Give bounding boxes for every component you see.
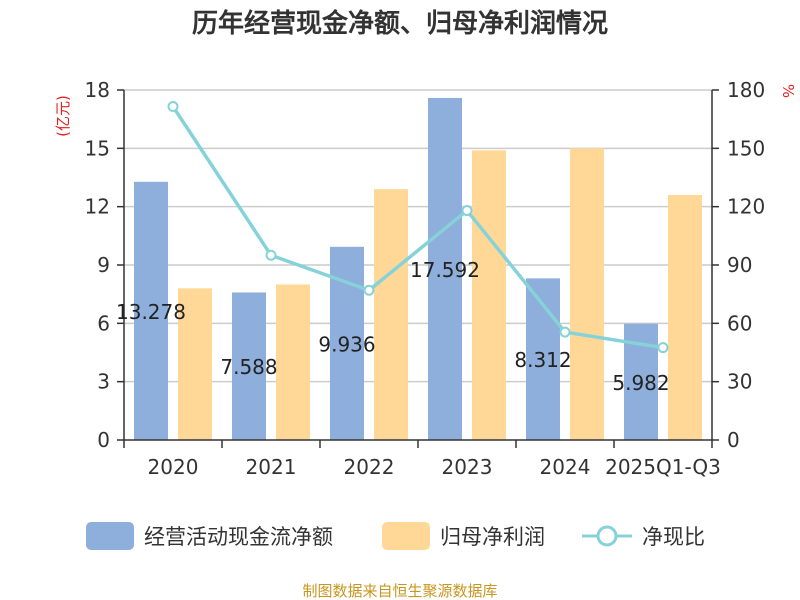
y-right-tick-label: 60 bbox=[727, 311, 752, 335]
legend: 经营活动现金流净额 归母净利润 净现比 bbox=[86, 522, 705, 550]
data-labels: 13.278 7.588 9.936 17.592 8.312 5.982 bbox=[116, 258, 670, 395]
legend-label-net-profit: 归母净利润 bbox=[440, 525, 545, 549]
y-left-tick-label: 18 bbox=[85, 78, 110, 102]
legend-swatch-net-profit bbox=[382, 522, 430, 550]
source-note: 制图数据来自恒生聚源数据库 bbox=[302, 582, 497, 600]
legend-item-net-profit[interactable]: 归母净利润 bbox=[382, 522, 545, 550]
y-left-tick-label: 6 bbox=[97, 311, 110, 335]
point-cash-ratio bbox=[265, 249, 277, 261]
y-right-tick-label: 0 bbox=[727, 428, 740, 452]
legend-item-operating-cash-flow[interactable]: 经营活动现金流净额 bbox=[86, 522, 333, 550]
x-tick-label: 2020 bbox=[148, 455, 199, 479]
y-right-tick-label: 150 bbox=[727, 136, 765, 160]
y-left-tick-label: 12 bbox=[85, 195, 110, 219]
y-left-tick-label: 3 bbox=[97, 370, 110, 394]
bar-operating-cash-flow bbox=[134, 181, 168, 441]
bar-net-profit bbox=[570, 148, 604, 441]
bars bbox=[134, 97, 702, 441]
chart-title: 历年经营现金净额、归母净利润情况 bbox=[192, 8, 608, 39]
x-tick-label: 2024 bbox=[540, 455, 591, 479]
point-cash-ratio bbox=[559, 326, 571, 338]
legend-label-operating-cash-flow: 经营活动现金流净额 bbox=[144, 525, 333, 549]
data-label-operating-cash-flow: 13.278 bbox=[116, 300, 186, 324]
y-left-tick-label: 0 bbox=[97, 428, 110, 452]
legend-swatch-operating-cash-flow bbox=[86, 522, 134, 550]
data-label-operating-cash-flow: 7.588 bbox=[220, 355, 277, 379]
bar-net-profit bbox=[668, 195, 702, 440]
bar-operating-cash-flow bbox=[428, 97, 462, 440]
legend-swatch-cash-ratio-marker bbox=[596, 525, 618, 547]
bar-net-profit bbox=[374, 189, 408, 440]
data-label-operating-cash-flow: 9.936 bbox=[318, 332, 375, 356]
grid bbox=[124, 89, 712, 383]
bar-net-profit bbox=[178, 288, 212, 440]
y-right-axis-label: % bbox=[779, 84, 797, 98]
y-right-tick-label: 90 bbox=[727, 253, 752, 277]
data-label-operating-cash-flow: 8.312 bbox=[514, 348, 571, 372]
line-cash-ratio bbox=[171, 105, 664, 350]
point-cash-ratio bbox=[657, 342, 669, 354]
point-cash-ratio bbox=[461, 205, 473, 217]
bar-net-profit bbox=[276, 284, 310, 440]
y-right-tick-label: 120 bbox=[727, 195, 765, 219]
point-cash-ratio bbox=[167, 101, 179, 113]
data-label-operating-cash-flow: 5.982 bbox=[612, 371, 669, 395]
bar-net-profit bbox=[472, 150, 506, 440]
line-series bbox=[167, 101, 669, 354]
bar-operating-cash-flow bbox=[232, 292, 266, 440]
y-left-axis-label: (亿元) bbox=[54, 95, 72, 137]
x-tick-label: 2021 bbox=[246, 455, 297, 479]
y-left-tick-label: 15 bbox=[85, 136, 110, 160]
y-right-tick-label: 180 bbox=[727, 78, 765, 102]
point-cash-ratio bbox=[363, 284, 375, 296]
y-left-tick-label: 9 bbox=[97, 253, 110, 277]
x-tick-label: 2025Q1-Q3 bbox=[605, 455, 721, 479]
legend-label-cash-ratio: 净现比 bbox=[642, 525, 705, 549]
x-tick-label: 2022 bbox=[344, 455, 395, 479]
data-label-operating-cash-flow: 17.592 bbox=[410, 258, 480, 282]
x-tick-label: 2023 bbox=[442, 455, 493, 479]
legend-item-cash-ratio[interactable]: 净现比 bbox=[582, 525, 705, 549]
y-right-tick-label: 30 bbox=[727, 370, 752, 394]
